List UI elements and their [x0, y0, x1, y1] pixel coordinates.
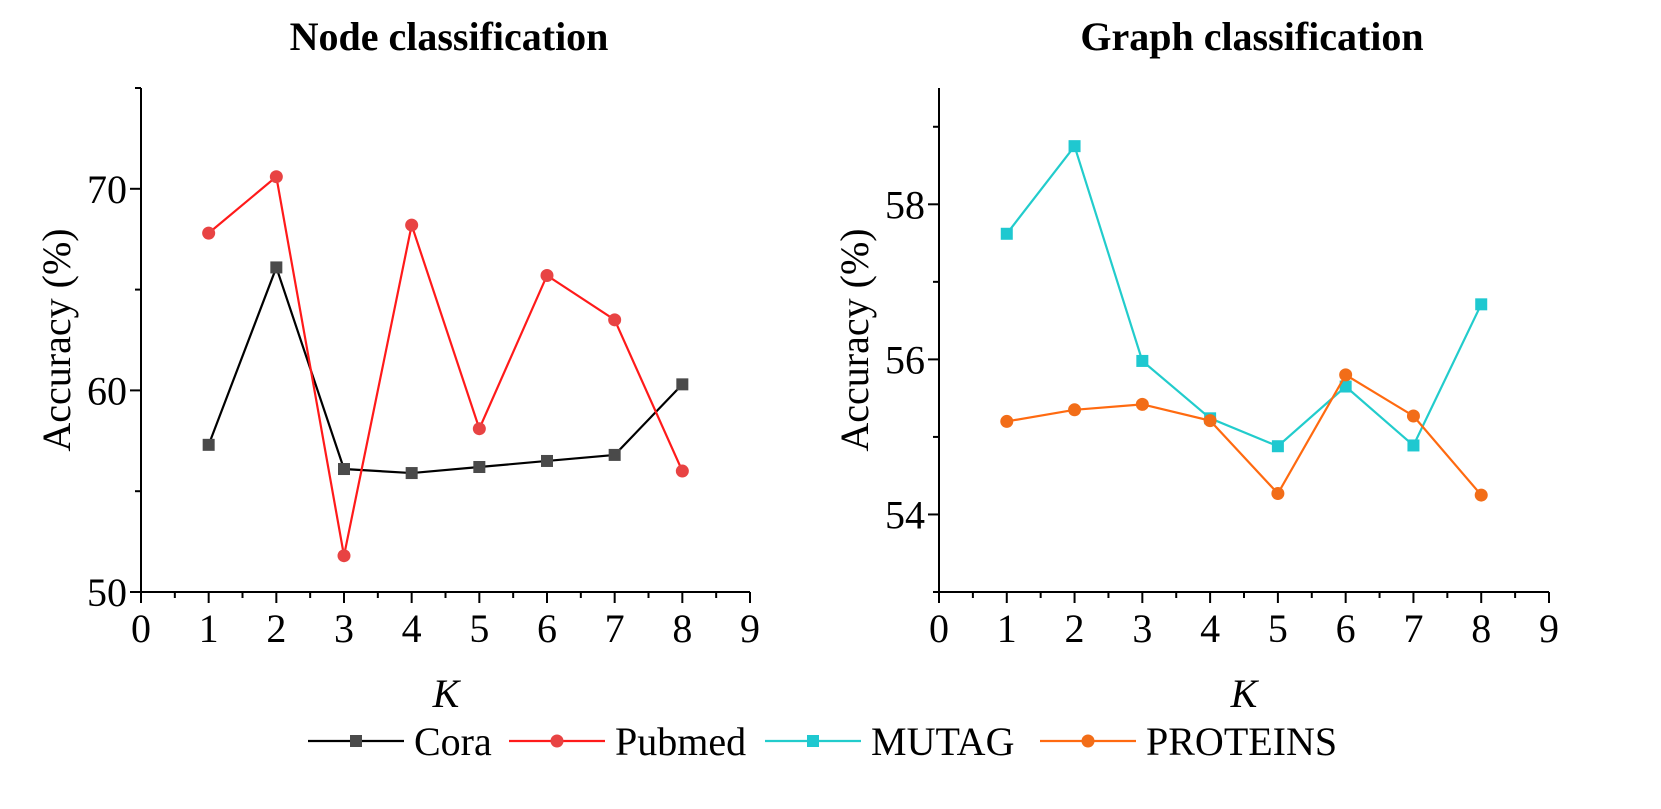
series-line-mutag	[1005, 143, 1483, 448]
data-point-cora	[473, 461, 486, 474]
data-point-cora	[338, 463, 350, 476]
legend: Cora Pubmed MUTAG PROTEINS	[308, 719, 1337, 764]
data-point-proteins	[1135, 397, 1149, 411]
x-tick-label: 6	[537, 606, 557, 651]
y-tick-label: 54	[885, 492, 925, 537]
data-point-pubmed	[540, 268, 554, 282]
data-point-mutag	[1000, 227, 1013, 240]
data-point-pubmed	[337, 549, 351, 563]
data-point-proteins	[1203, 414, 1217, 428]
data-point-proteins	[1406, 409, 1420, 423]
x-tick-label: 7	[1403, 606, 1423, 651]
y-tick-label: 56	[885, 337, 925, 382]
chart-title: Graph classification	[1080, 14, 1423, 59]
legend-marker-proteins	[1081, 734, 1095, 748]
series-line-pubmed	[207, 174, 684, 556]
x-tick-label: 8	[672, 606, 692, 651]
x-axis-label: K	[1230, 671, 1260, 716]
x-axis-label: K	[432, 671, 462, 716]
x-tick-label: 4	[1200, 606, 1220, 651]
x-tick-label: 3	[334, 606, 354, 651]
data-point-cora	[541, 454, 553, 467]
x-tick-label: 6	[1336, 606, 1356, 651]
legend-label-pubmed: Pubmed	[615, 719, 746, 764]
y-tick-label: 50	[87, 570, 127, 615]
legend-label-cora: Cora	[414, 719, 492, 764]
legend-label-mutag: MUTAG	[871, 719, 1014, 764]
series-line-cora	[207, 264, 684, 475]
x-tick-label: 0	[929, 606, 949, 651]
y-axis-label: Accuracy (%)	[34, 228, 79, 451]
data-point-mutag	[1339, 380, 1352, 393]
x-tick-label: 1	[199, 606, 219, 651]
legend-marker-cora	[350, 735, 362, 747]
x-tick-label: 1	[997, 606, 1017, 651]
data-point-pubmed	[202, 226, 216, 240]
x-tick-label: 4	[402, 606, 422, 651]
data-point-proteins	[1339, 368, 1353, 382]
x-tick-label: 7	[605, 606, 625, 651]
data-point-proteins	[1271, 487, 1285, 501]
data-point-mutag	[1271, 440, 1284, 453]
data-point-cora	[270, 261, 283, 274]
data-point-proteins	[1068, 403, 1082, 417]
x-tick-label: 3	[1132, 606, 1152, 651]
data-point-mutag	[1475, 298, 1488, 311]
data-point-pubmed	[269, 170, 283, 184]
data-point-mutag	[1407, 439, 1420, 452]
legend-label-proteins: PROTEINS	[1146, 719, 1337, 764]
legend-marker-mutag	[807, 735, 819, 747]
y-tick-label: 70	[87, 167, 127, 212]
data-point-cora	[676, 378, 689, 391]
data-point-pubmed	[608, 313, 622, 327]
legend-marker-pubmed	[550, 734, 564, 748]
x-tick-label: 2	[266, 606, 286, 651]
series-line-proteins	[1006, 373, 1483, 496]
x-tick-label: 5	[1268, 606, 1288, 651]
data-point-proteins	[1000, 414, 1014, 428]
y-tick-label: 58	[885, 182, 925, 227]
y-axis-label: Accuracy (%)	[832, 228, 877, 451]
x-tick-label: 0	[131, 606, 151, 651]
x-tick-label: 9	[740, 606, 760, 651]
x-tick-label: 8	[1471, 606, 1491, 651]
data-point-cora	[405, 467, 418, 480]
x-tick-label: 2	[1065, 606, 1085, 651]
x-tick-label: 9	[1539, 606, 1559, 651]
x-tick-label: 5	[469, 606, 489, 651]
node-classification-panel: Node classification 0 1 2 3 4 5 6 7 8 9 50 60 70Accur…	[34, 14, 760, 716]
data-point-cora	[608, 448, 621, 461]
data-point-proteins	[1474, 488, 1488, 502]
data-point-pubmed	[675, 464, 689, 478]
data-point-cora	[202, 438, 215, 451]
chart-title: Node classification	[290, 14, 609, 59]
data-point-mutag	[1136, 354, 1149, 367]
data-point-pubmed	[405, 218, 419, 232]
data-point-pubmed	[472, 422, 486, 436]
data-point-mutag	[1068, 140, 1081, 153]
y-tick-label: 60	[87, 368, 127, 413]
